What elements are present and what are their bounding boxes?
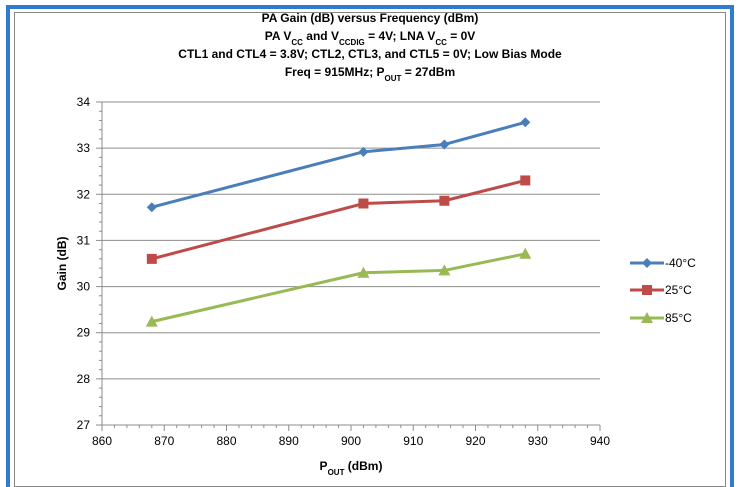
x-tick-label: 880 <box>216 434 236 448</box>
x-tick-label: 870 <box>154 434 174 448</box>
data-point <box>145 315 158 327</box>
data-point <box>439 195 450 206</box>
x-tick-label: 940 <box>590 434 610 448</box>
data-point <box>358 146 369 157</box>
chart-area-border <box>14 12 726 487</box>
legend-marker <box>642 285 652 295</box>
legend-marker <box>642 258 652 268</box>
y-axis-label: Gain (dB) <box>55 237 69 291</box>
y-tick-label: 28 <box>77 372 91 386</box>
data-point <box>357 266 370 278</box>
y-tick-label: 30 <box>77 280 91 294</box>
x-tick-label: 860 <box>92 434 112 448</box>
frame-border <box>6 5 734 487</box>
series-line-3 <box>151 252 526 324</box>
y-tick-label: 27 <box>77 418 91 432</box>
chart-title-line: PA Gain (dB) versus Frequency (dBm) <box>262 11 479 25</box>
data-point <box>519 247 532 259</box>
y-tick-label: 33 <box>77 141 91 155</box>
series-line-2 <box>151 178 526 261</box>
legend-label: -40°C <box>665 256 696 270</box>
x-tick-label: 890 <box>279 434 299 448</box>
data-point <box>520 175 531 186</box>
chart-title-line: PA VCC and VCCDIG = 4V; LNA VCC = 0V <box>265 29 476 47</box>
data-point <box>358 198 369 209</box>
data-point <box>146 253 157 264</box>
series-line-1 <box>151 120 526 209</box>
x-tick-label: 900 <box>341 434 361 448</box>
x-tick-label: 930 <box>528 434 548 448</box>
chart-title-line: CTL1 and CTL4 = 3.8V; CTL2, CTL3, and CT… <box>178 47 562 61</box>
chart-title-line: Freq = 915MHz; POUT = 27dBm <box>285 65 455 83</box>
data-point <box>439 139 450 150</box>
y-tick-label: 31 <box>77 233 91 247</box>
x-axis-label: POUT (dBm) <box>320 459 383 477</box>
legend-label: 85°C <box>665 311 692 325</box>
y-tick-label: 34 <box>77 95 91 109</box>
x-tick-label: 920 <box>465 434 485 448</box>
data-point <box>146 202 157 213</box>
y-tick-label: 32 <box>77 187 91 201</box>
x-tick-label: 910 <box>403 434 423 448</box>
y-tick-label: 29 <box>77 326 91 340</box>
data-point <box>438 264 451 276</box>
data-point <box>520 117 531 128</box>
legend-label: 25°C <box>665 283 692 297</box>
legend-marker <box>641 312 653 323</box>
